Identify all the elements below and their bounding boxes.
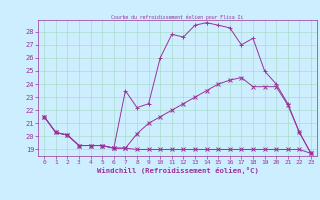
Title: Courbe du refroidissement éolien pour Flisa Ii: Courbe du refroidissement éolien pour Fl… [111, 14, 244, 20]
X-axis label: Windchill (Refroidissement éolien,°C): Windchill (Refroidissement éolien,°C) [97, 167, 259, 174]
